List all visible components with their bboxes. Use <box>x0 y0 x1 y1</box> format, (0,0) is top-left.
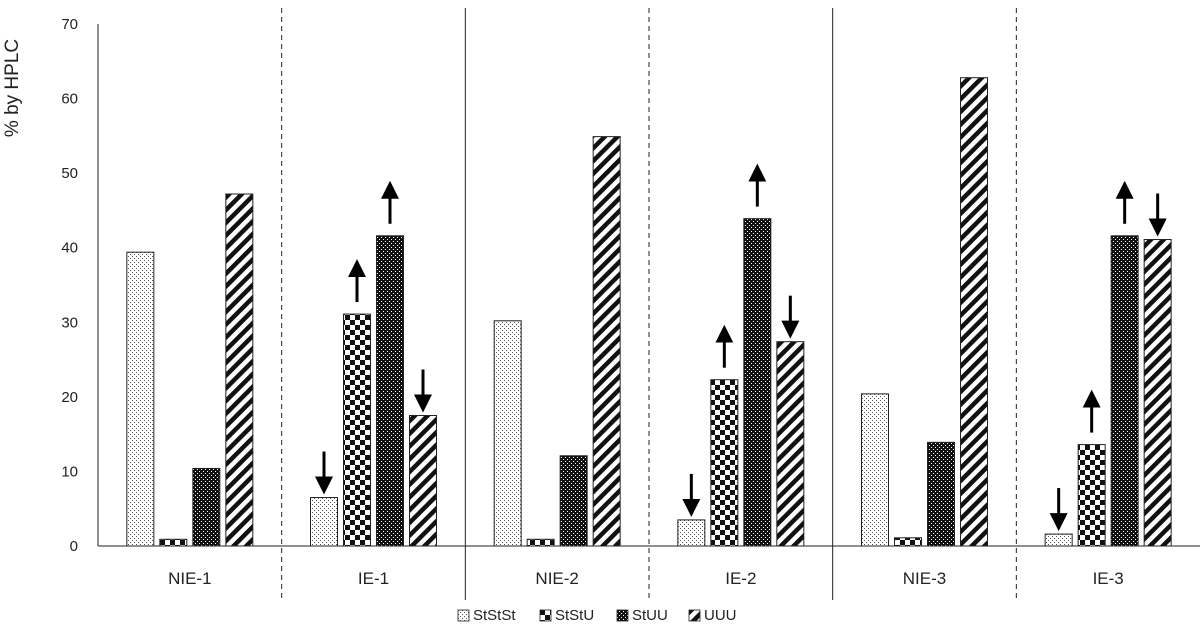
bar-stuu <box>743 218 772 547</box>
legend-swatch <box>539 609 552 622</box>
bar-uuu <box>409 415 437 547</box>
legend: StStSt StStU StUU UUU <box>457 607 737 624</box>
bar-ststst <box>310 497 338 547</box>
bar-uuu <box>225 193 254 547</box>
x-axis: NIE-1 IE-1 NIE-2 IE-2 NIE-3 IE-3 <box>98 545 1200 588</box>
bar-ststu <box>710 379 739 547</box>
bar-stuu <box>192 467 221 547</box>
bar-uuu <box>776 341 805 547</box>
legend-label: StUU <box>632 607 668 624</box>
bar-ststu <box>526 538 555 547</box>
y-tick-label: 0 <box>70 538 78 555</box>
bar-ststst <box>1044 533 1073 547</box>
x-tick-label: NIE-3 <box>903 569 946 588</box>
y-tick-label: 70 <box>61 16 78 33</box>
x-tick-label: IE-3 <box>1093 569 1124 588</box>
x-tick-label: NIE-2 <box>535 569 578 588</box>
bar-ststu <box>343 313 371 547</box>
legend-label: StStU <box>555 607 594 624</box>
bar-ststu <box>894 537 922 547</box>
bar-ststu <box>159 538 188 547</box>
x-tick-label: NIE-1 <box>168 569 211 588</box>
change-arrows <box>315 163 1167 532</box>
bar-ststst <box>677 519 706 547</box>
y-tick-label: 60 <box>61 91 78 108</box>
y-tick-label: 10 <box>61 463 78 480</box>
bar-ststst <box>493 320 522 547</box>
bar-ststu <box>1077 444 1106 547</box>
y-tick-label: 50 <box>61 165 78 182</box>
bar-ststst <box>126 251 155 547</box>
bars <box>126 77 1172 547</box>
bar-stuu <box>376 235 404 547</box>
bar-uuu <box>1143 239 1172 547</box>
x-tick-label: IE-2 <box>725 569 756 588</box>
y-tick-label: 20 <box>61 389 78 406</box>
bar-uuu <box>960 77 988 547</box>
y-axis: 0 10 20 30 40 50 60 70 <box>61 16 99 555</box>
legend-swatch <box>616 609 629 622</box>
legend-label: StStSt <box>473 607 516 624</box>
legend-swatch <box>457 609 470 622</box>
y-tick-label: 30 <box>61 314 78 331</box>
bar-ststst <box>861 393 889 547</box>
legend-label: UUU <box>704 607 737 624</box>
bar-stuu <box>1110 235 1139 547</box>
bar-stuu <box>927 441 955 547</box>
bar-stuu <box>559 455 588 547</box>
y-tick-label: 40 <box>61 240 78 257</box>
legend-swatch <box>688 609 701 622</box>
y-axis-title: % by HPLC <box>2 39 23 137</box>
bar-uuu <box>592 136 621 547</box>
x-tick-label: IE-1 <box>358 569 389 588</box>
category-separators <box>281 8 1017 600</box>
